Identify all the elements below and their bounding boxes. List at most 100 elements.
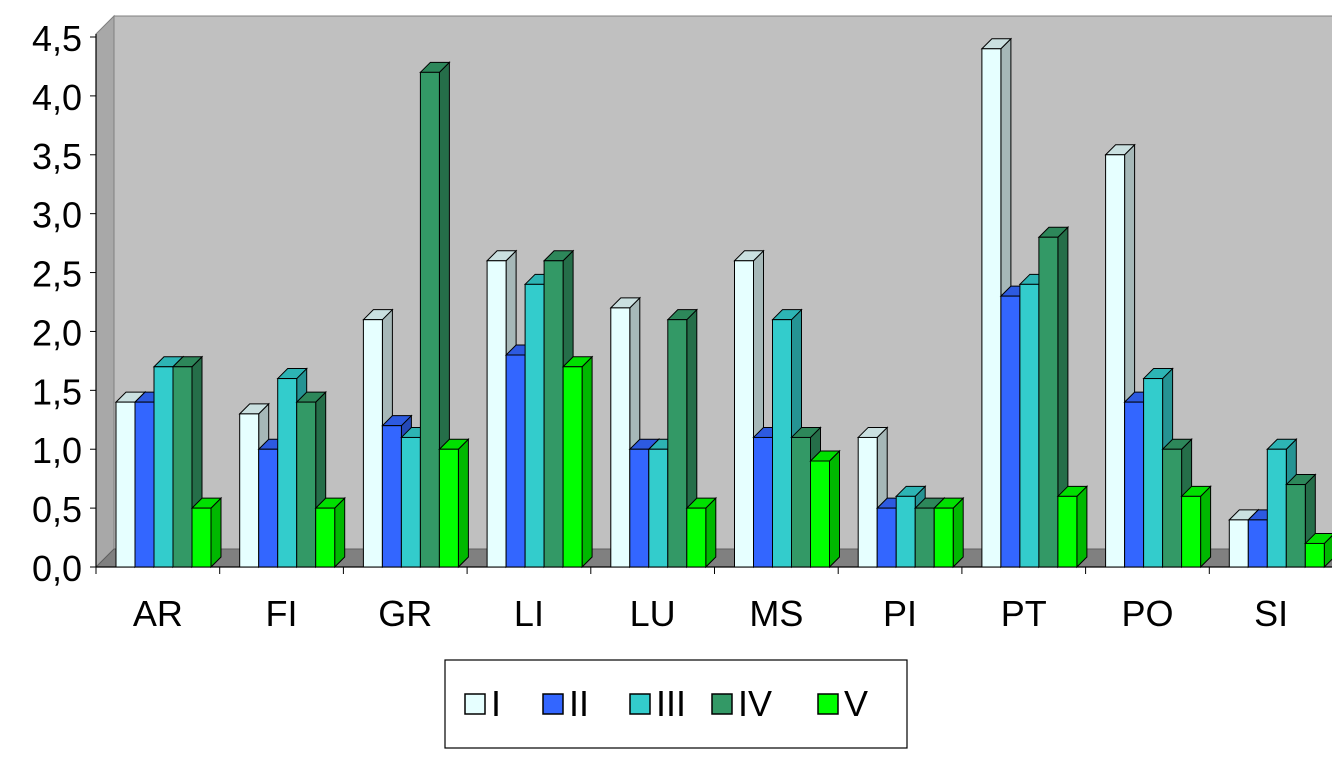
- bar-side: [1200, 485, 1212, 569]
- y-tick-label: 2,5: [32, 254, 82, 295]
- bar-front: [772, 319, 792, 568]
- legend-label-II: II: [569, 683, 589, 724]
- bar-front: [438, 448, 459, 568]
- y-tick-label: 1,5: [32, 371, 82, 412]
- bar-front: [1304, 542, 1325, 568]
- bar-front: [172, 366, 193, 568]
- bar-front: [258, 448, 279, 568]
- y-tick-label: 1,0: [32, 430, 82, 471]
- bar-front: [153, 366, 174, 568]
- bar-PO-I: [1104, 143, 1136, 569]
- bar-side: [705, 496, 717, 569]
- bar-front: [400, 436, 421, 568]
- x-tick-label: PT: [1001, 593, 1047, 634]
- legend-label-V: V: [844, 683, 868, 724]
- bar-front: [933, 507, 954, 568]
- bar-front: [1228, 519, 1249, 568]
- y-tick-label: 2,0: [32, 312, 82, 353]
- bar-front: [1057, 495, 1078, 568]
- bar-front: [686, 507, 707, 568]
- y-tick-label: 3,0: [32, 195, 82, 236]
- bar-SI-V: [1304, 532, 1332, 569]
- x-tick-label: FI: [266, 593, 298, 634]
- x-tick-label: PI: [883, 593, 917, 634]
- x-tick-label: AR: [133, 593, 183, 634]
- bar-side: [581, 355, 593, 569]
- bar-AR-V: [190, 496, 223, 569]
- bar-PO-V: [1180, 485, 1212, 569]
- bar-front: [115, 401, 136, 568]
- y-tick-label: 0,5: [32, 489, 82, 530]
- bars: [114, 37, 1332, 569]
- bar-front: [486, 260, 507, 568]
- bar-side: [457, 438, 469, 569]
- bar-PT-IV: [1037, 226, 1070, 569]
- x-tick-label: LU: [630, 593, 676, 634]
- bar-front: [610, 307, 631, 568]
- x-tick-label: SI: [1254, 593, 1288, 634]
- bar-front: [277, 378, 298, 568]
- bar-side: [829, 449, 840, 569]
- legend-swatch-IV: [711, 693, 733, 715]
- bar-front: [648, 448, 669, 568]
- bar-front: [667, 319, 688, 568]
- bar-front: [134, 401, 155, 568]
- y-tick-label: 4,0: [32, 77, 82, 118]
- legend-swatch-V: [817, 693, 839, 715]
- bar-front: [1162, 448, 1183, 568]
- bar-front: [1019, 283, 1040, 568]
- bar-front: [239, 413, 260, 568]
- y-tick-label: 0,0: [32, 548, 82, 589]
- bar-PI-I: [856, 426, 889, 569]
- bar-front: [362, 319, 383, 568]
- bar-front: [1181, 495, 1202, 568]
- bar-front: [629, 448, 650, 568]
- bar-front: [1285, 484, 1306, 568]
- bar-front: [1105, 154, 1126, 568]
- x-tick-label: GR: [378, 593, 432, 634]
- bar-front: [734, 260, 754, 568]
- bar-front: [543, 260, 564, 568]
- x-tick-label: MS: [749, 593, 803, 634]
- bar-side: [1076, 485, 1088, 569]
- legend-label-I: I: [491, 683, 501, 724]
- bar-front: [419, 71, 440, 568]
- bar-front: [296, 401, 317, 568]
- bar-LI-V: [561, 355, 594, 569]
- bar-side: [210, 496, 222, 569]
- bar-MS-V: [809, 449, 841, 569]
- side-wall: [95, 14, 115, 569]
- bar-front: [505, 354, 526, 568]
- bar-side: [334, 496, 346, 569]
- x-tick-label: PO: [1121, 593, 1173, 634]
- axes: 0,0 0,5 1,0 1,5 2,0 2,5 3,0 3,5 4,0 4,5 AR FI GR LI LU…: [32, 18, 1332, 634]
- bar-PT-V: [1056, 485, 1089, 569]
- bar-front: [981, 48, 1002, 568]
- bar-front: [381, 425, 402, 568]
- y-tick-label: 3,5: [32, 136, 82, 177]
- bar-FI-V: [314, 496, 346, 569]
- bar-side: [952, 496, 964, 569]
- legend: I II III IV V: [444, 659, 908, 749]
- bar-front: [1247, 519, 1268, 568]
- bar-front: [810, 460, 830, 568]
- bar-PI-V: [932, 496, 965, 569]
- bar-GR-V: [438, 438, 470, 569]
- bar-front: [562, 366, 583, 568]
- y-tick-label: 4,5: [32, 18, 82, 59]
- bar-front: [191, 507, 212, 568]
- bar-front: [524, 283, 545, 568]
- legend-swatch-III: [629, 693, 651, 715]
- bar-front: [1124, 401, 1145, 568]
- bar-front: [857, 436, 878, 568]
- bar-front: [315, 507, 336, 568]
- legend-swatch-II: [542, 693, 564, 715]
- bar-front: [1143, 378, 1164, 568]
- bar-front: [914, 507, 935, 568]
- bar-LU-V: [685, 496, 718, 569]
- bar-front: [895, 495, 916, 568]
- bar-front: [876, 507, 897, 568]
- bar-front: [1000, 295, 1021, 568]
